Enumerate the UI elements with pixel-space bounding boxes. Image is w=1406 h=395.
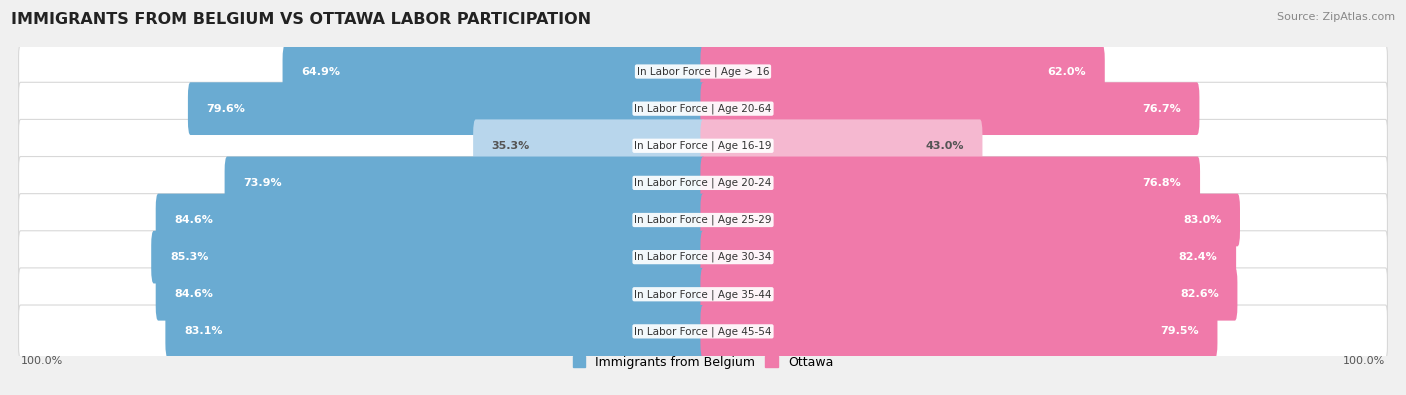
Text: 82.4%: 82.4% <box>1178 252 1218 262</box>
FancyBboxPatch shape <box>700 194 1240 246</box>
FancyBboxPatch shape <box>700 45 1105 98</box>
FancyBboxPatch shape <box>166 305 706 358</box>
Text: 76.7%: 76.7% <box>1142 103 1181 114</box>
FancyBboxPatch shape <box>700 82 1199 135</box>
FancyBboxPatch shape <box>18 194 1388 246</box>
FancyBboxPatch shape <box>18 156 1388 209</box>
FancyBboxPatch shape <box>188 82 706 135</box>
Text: 85.3%: 85.3% <box>170 252 208 262</box>
Text: IMMIGRANTS FROM BELGIUM VS OTTAWA LABOR PARTICIPATION: IMMIGRANTS FROM BELGIUM VS OTTAWA LABOR … <box>11 12 592 27</box>
Text: 82.6%: 82.6% <box>1180 289 1219 299</box>
Text: 100.0%: 100.0% <box>21 356 63 365</box>
Text: In Labor Force | Age 30-34: In Labor Force | Age 30-34 <box>634 252 772 262</box>
Text: 84.6%: 84.6% <box>174 215 214 225</box>
FancyBboxPatch shape <box>225 156 706 209</box>
FancyBboxPatch shape <box>18 119 1388 172</box>
Text: In Labor Force | Age 20-24: In Labor Force | Age 20-24 <box>634 178 772 188</box>
FancyBboxPatch shape <box>474 119 706 172</box>
FancyBboxPatch shape <box>700 268 1237 321</box>
Text: 76.8%: 76.8% <box>1143 178 1181 188</box>
Text: In Labor Force | Age 35-44: In Labor Force | Age 35-44 <box>634 289 772 299</box>
Text: 35.3%: 35.3% <box>492 141 530 151</box>
FancyBboxPatch shape <box>18 82 1388 135</box>
FancyBboxPatch shape <box>700 231 1236 284</box>
Text: 100.0%: 100.0% <box>1343 356 1385 365</box>
Text: 62.0%: 62.0% <box>1047 66 1085 77</box>
Text: Source: ZipAtlas.com: Source: ZipAtlas.com <box>1277 12 1395 22</box>
Text: In Labor Force | Age 20-64: In Labor Force | Age 20-64 <box>634 103 772 114</box>
Text: In Labor Force | Age 45-54: In Labor Force | Age 45-54 <box>634 326 772 337</box>
Text: 79.5%: 79.5% <box>1160 326 1199 337</box>
Legend: Immigrants from Belgium, Ottawa: Immigrants from Belgium, Ottawa <box>568 351 838 374</box>
FancyBboxPatch shape <box>283 45 706 98</box>
Text: 43.0%: 43.0% <box>925 141 963 151</box>
FancyBboxPatch shape <box>18 231 1388 284</box>
Text: 73.9%: 73.9% <box>243 178 281 188</box>
Text: 83.1%: 83.1% <box>184 326 222 337</box>
FancyBboxPatch shape <box>156 268 706 321</box>
FancyBboxPatch shape <box>152 231 706 284</box>
FancyBboxPatch shape <box>156 194 706 246</box>
FancyBboxPatch shape <box>18 305 1388 358</box>
FancyBboxPatch shape <box>700 305 1218 358</box>
FancyBboxPatch shape <box>18 268 1388 321</box>
FancyBboxPatch shape <box>18 45 1388 98</box>
Text: In Labor Force | Age 25-29: In Labor Force | Age 25-29 <box>634 215 772 225</box>
Text: 64.9%: 64.9% <box>301 66 340 77</box>
Text: 79.6%: 79.6% <box>207 103 246 114</box>
FancyBboxPatch shape <box>700 119 983 172</box>
Text: In Labor Force | Age 16-19: In Labor Force | Age 16-19 <box>634 141 772 151</box>
Text: In Labor Force | Age > 16: In Labor Force | Age > 16 <box>637 66 769 77</box>
Text: 83.0%: 83.0% <box>1182 215 1222 225</box>
Text: 84.6%: 84.6% <box>174 289 214 299</box>
FancyBboxPatch shape <box>700 156 1201 209</box>
